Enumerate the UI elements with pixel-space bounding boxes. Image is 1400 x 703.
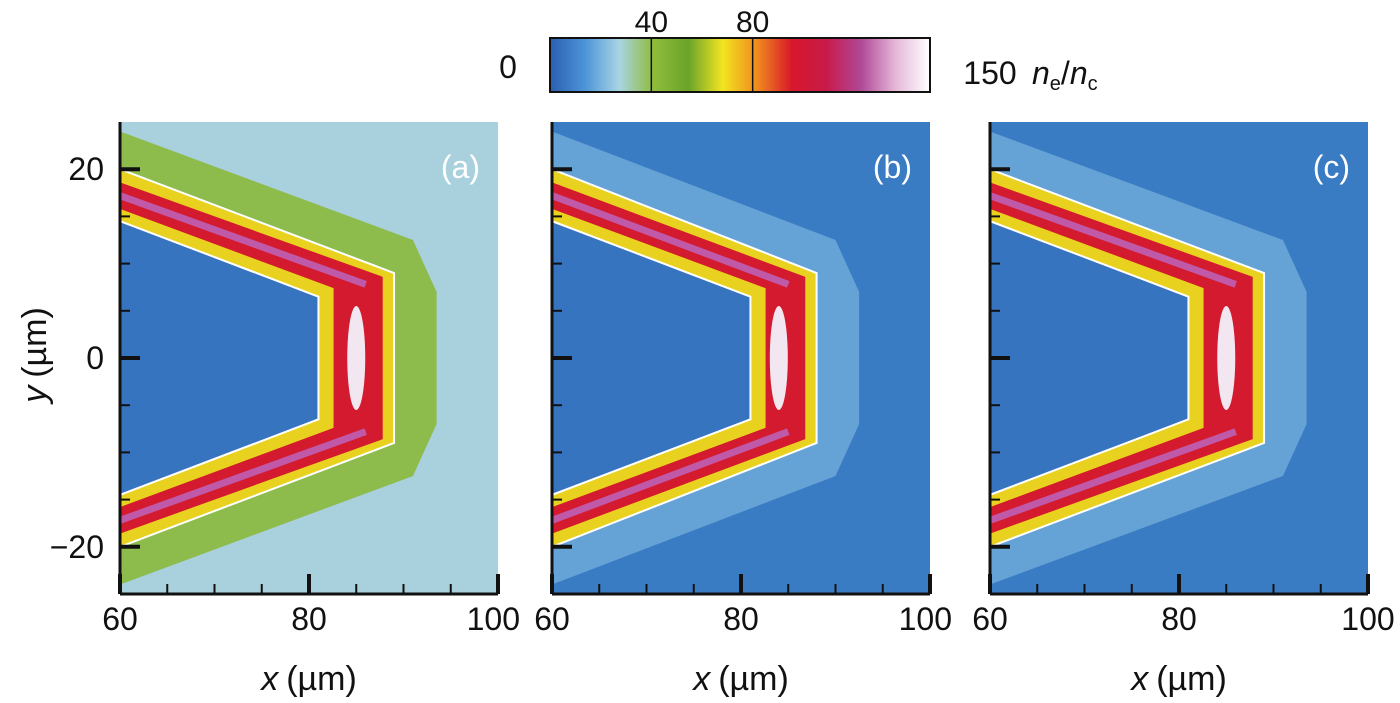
panel-label: (b) [873, 149, 912, 185]
cone-hollow [552, 221, 751, 495]
x-tick-label: 60 [102, 601, 138, 637]
x-axis-label: x (µm) [259, 660, 357, 698]
panel-plot-area [552, 122, 930, 594]
cone-peak-lower [552, 428, 790, 524]
cone-peak-lower [990, 428, 1237, 524]
colorbar-tick-label: 40 [635, 6, 668, 39]
colorbar-min-label: 0 [499, 49, 517, 85]
x-axis-label: x (µm) [1129, 660, 1227, 698]
target-outline-outer [120, 168, 396, 548]
target-outline-inner [120, 220, 320, 496]
cone-hollow [990, 221, 1189, 495]
x-tick-label: 80 [723, 601, 759, 637]
panel-label: (a) [441, 149, 480, 185]
cone-tip-peak [1217, 306, 1236, 410]
x-tick-label: 60 [534, 601, 570, 637]
panel-plot-area [990, 122, 1368, 594]
colorbar: 40 80 0 150 ne/nc [499, 6, 1098, 95]
x-tick-label: 80 [1161, 601, 1197, 637]
colorbar-quantity-n1: n [1032, 55, 1050, 91]
panel-c: 60 80 100 x (µm) (c) [972, 122, 1395, 698]
x-axis-unit: (µm) [1156, 660, 1227, 698]
x-axis-unit: (µm) [718, 660, 789, 698]
x-axis-unit: (µm) [286, 660, 357, 698]
x-axis-label: x (µm) [691, 660, 789, 698]
target-outline-inner [552, 220, 752, 496]
y-tick-labels: 20 0 −20 [50, 151, 104, 565]
colorbar-rect [549, 37, 931, 93]
colorbar-quantity-label: ne/nc [1032, 55, 1098, 95]
x-axis-var: x [1129, 660, 1149, 698]
x-axis-var: x [691, 660, 711, 698]
x-tick-label: 80 [291, 601, 327, 637]
cone-peak-upper [552, 192, 790, 288]
colorbar-quantity-sub1: e [1050, 73, 1061, 95]
colorbar-quantity-sub2: c [1088, 73, 1098, 95]
cone-peak-lower [120, 428, 367, 524]
x-tick-label: 100 [1341, 601, 1394, 637]
colorbar-quantity-n2: n [1070, 55, 1088, 91]
x-axis-var: x [259, 660, 279, 698]
cone-tip-peak [347, 306, 366, 410]
target-outline-outer [990, 168, 1266, 548]
panel-a: 60 80 100 x (µm) (a) [102, 122, 520, 698]
x-tick-label: 60 [972, 601, 1008, 637]
colorbar-quantity-slash: / [1061, 55, 1070, 91]
x-tick-label: 100 [467, 601, 520, 637]
y-axis-unit: (µm) [16, 307, 54, 378]
colorbar-max-label: 150 [963, 55, 1016, 91]
cone-peak-upper [120, 192, 367, 288]
cone-hollow [120, 221, 319, 495]
colorbar-ticks: 40 80 [635, 6, 769, 92]
cone-tip-peak [769, 306, 788, 410]
x-tick-label: 100 [899, 601, 952, 637]
colorbar-tick-label: 80 [736, 6, 769, 39]
y-axis-var: y [16, 384, 54, 405]
panel-plot-area [120, 122, 498, 594]
panel-b: 60 80 100 x (µm) (b) [534, 122, 952, 698]
y-tick-label: 0 [86, 340, 104, 376]
y-tick-label: −20 [50, 529, 104, 565]
target-outline-inner [990, 220, 1190, 496]
cone-peak-upper [990, 192, 1237, 288]
target-outline-outer [552, 168, 818, 548]
panel-label: (c) [1313, 149, 1350, 185]
y-tick-label: 20 [68, 151, 104, 187]
y-axis-label: y (µm) [16, 307, 54, 405]
